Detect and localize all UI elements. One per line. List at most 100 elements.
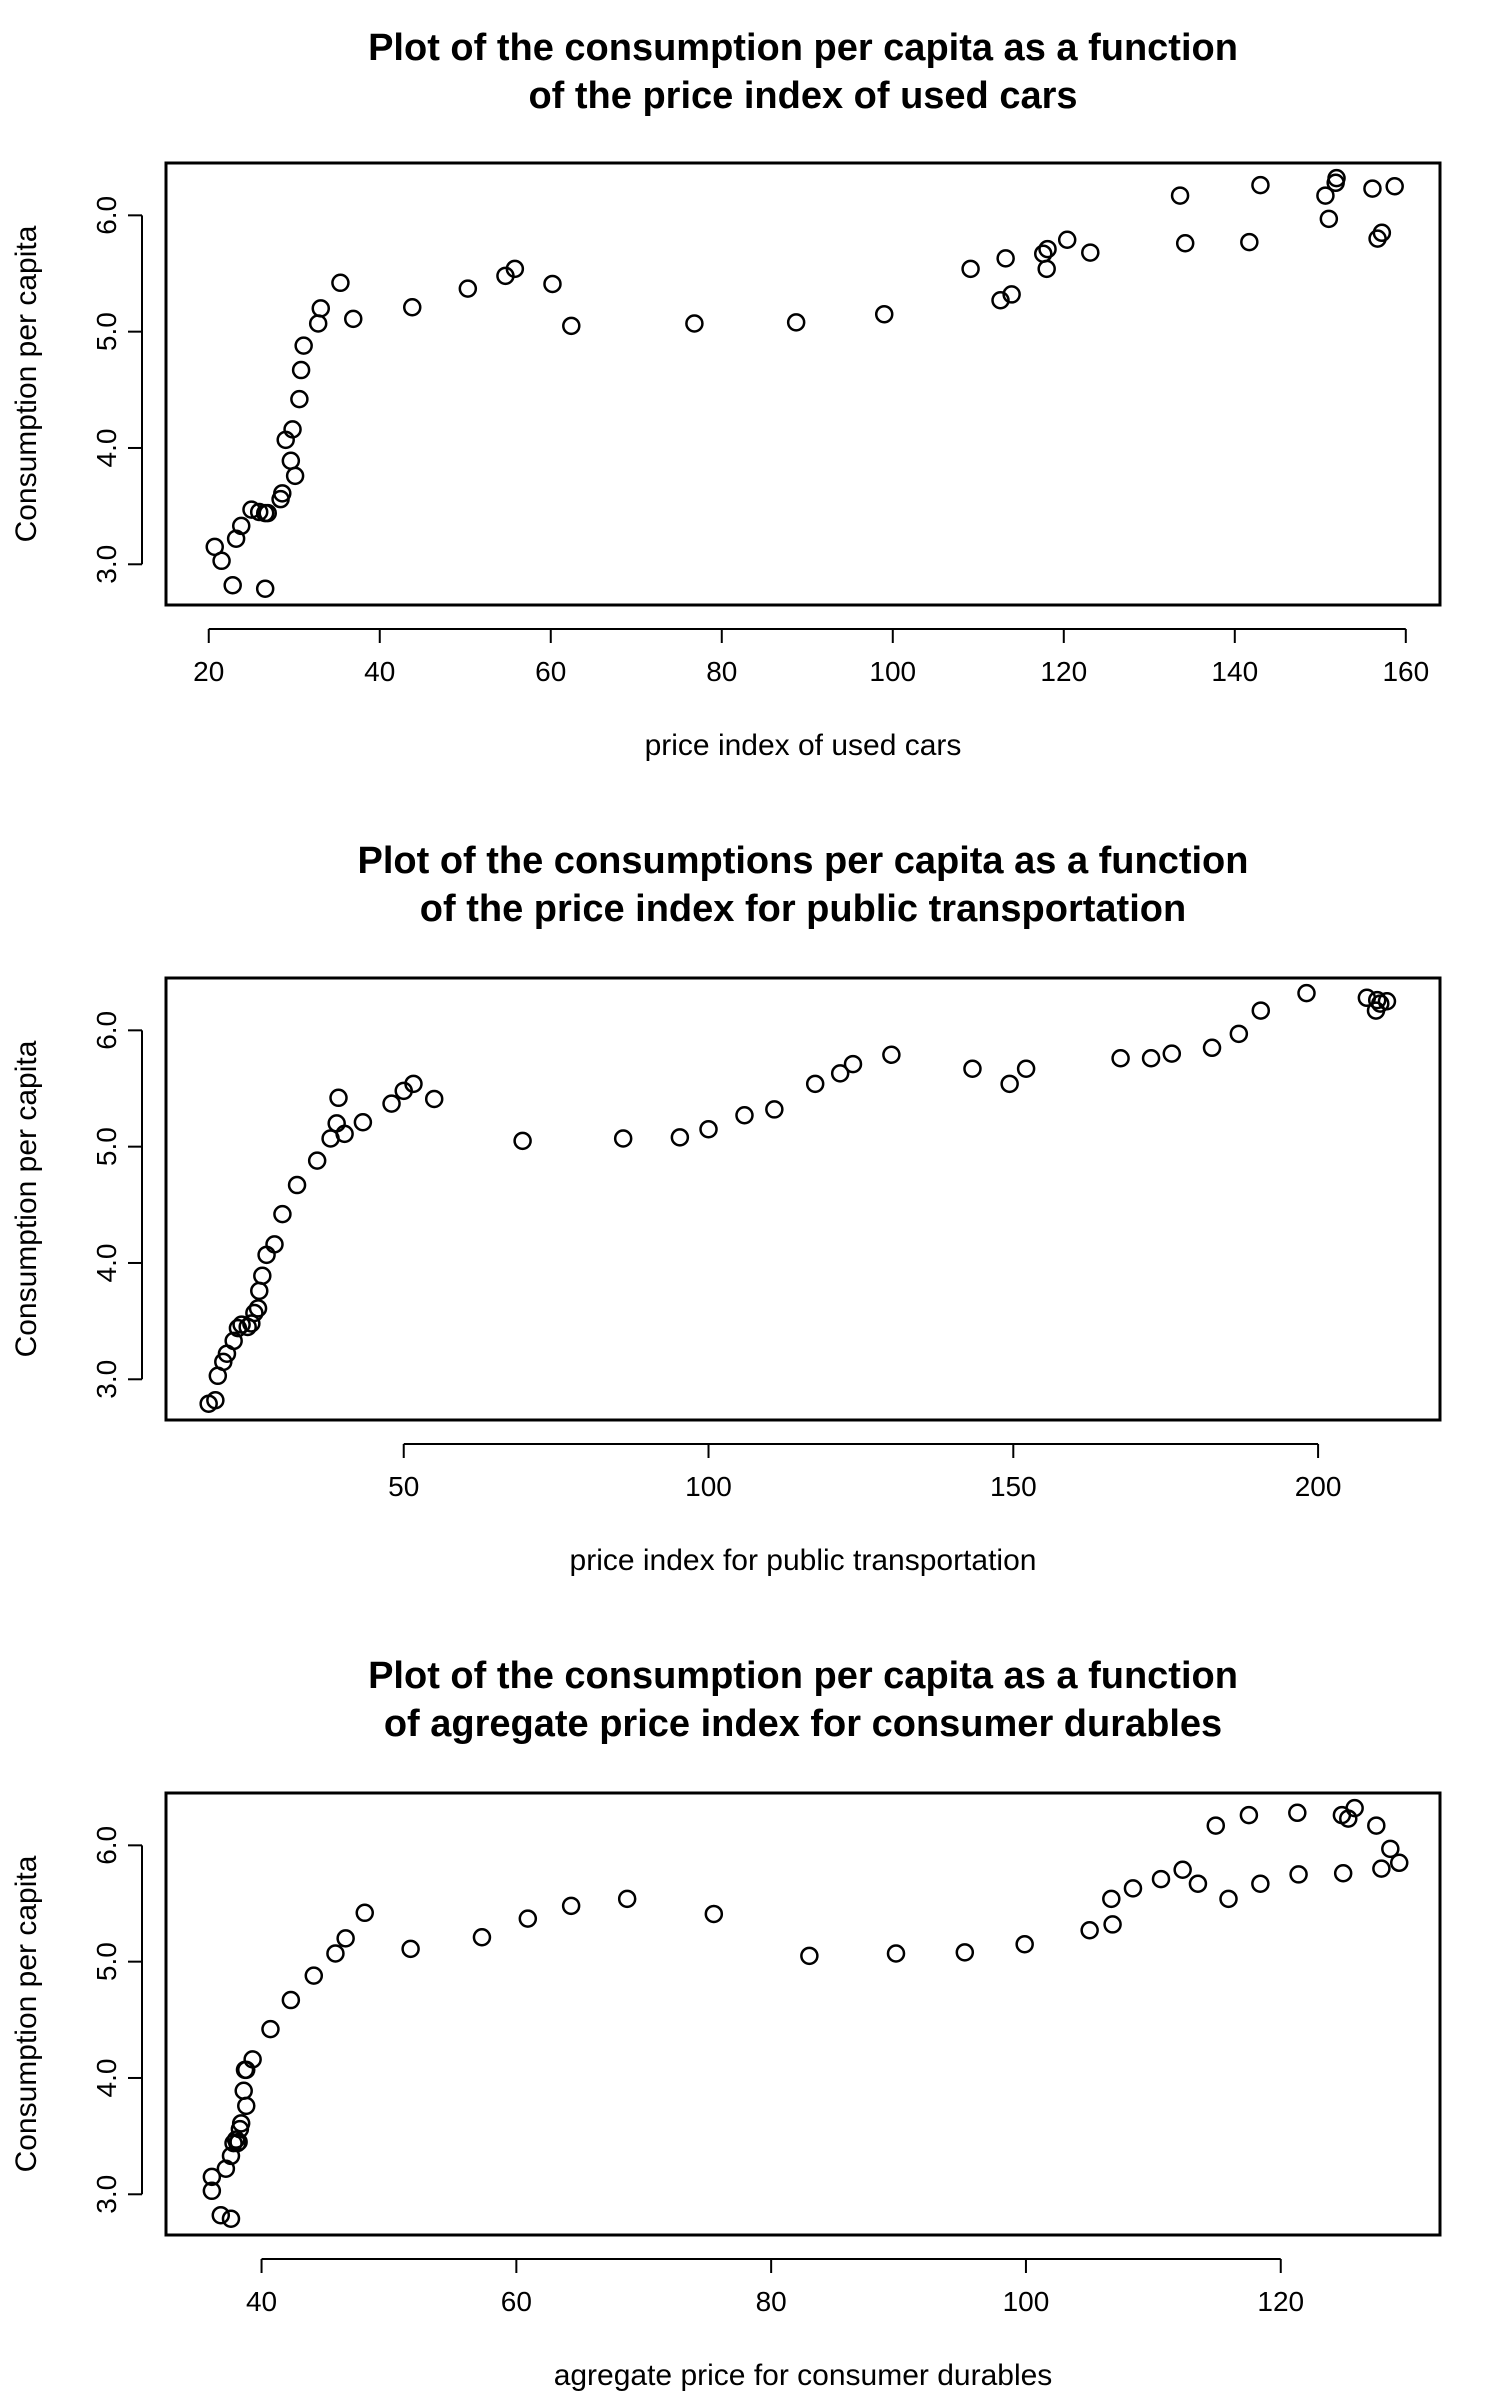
chart-2-data-point bbox=[882, 1045, 901, 1065]
chart-2-data-point bbox=[1141, 1049, 1161, 1068]
chart-3-data-point bbox=[1389, 1853, 1409, 1873]
chart-2-title-line-2: of the price index for public transporta… bbox=[420, 888, 1186, 930]
chart-3-data-point bbox=[202, 2167, 222, 2187]
chart-3-data-point bbox=[237, 2096, 256, 2116]
chart-1-data-point bbox=[1034, 244, 1053, 263]
chart-1-title-line-2: of the price index of used cars bbox=[528, 75, 1077, 117]
chart-2-data-point bbox=[1016, 1059, 1036, 1078]
chart-2-data-point bbox=[353, 1112, 373, 1132]
chart-2-data-point bbox=[273, 1204, 292, 1224]
chart-3-data-point bbox=[518, 1909, 538, 1928]
chart-1-data-point bbox=[231, 516, 251, 536]
chart-3-data-point bbox=[261, 2019, 280, 2039]
chart-3-y-tick-label: 6.0 bbox=[91, 1826, 122, 1865]
chart-1-data-point bbox=[1170, 186, 1190, 205]
chart-2-data-point bbox=[613, 1129, 633, 1148]
chart-2-y-tick-label: 4.0 bbox=[91, 1244, 122, 1283]
chart-2-data-point bbox=[329, 1088, 348, 1108]
chart-3-data-point bbox=[472, 1927, 492, 1947]
chart-2-data-point bbox=[224, 1331, 243, 1351]
chart-3-data-point bbox=[1288, 1803, 1307, 1823]
chart-1-x-tick-label: 80 bbox=[706, 656, 737, 687]
chart-1-data-point bbox=[308, 314, 328, 333]
chart-2-data-point bbox=[248, 1299, 268, 1318]
chart-1-data-point bbox=[285, 466, 305, 486]
chart-3-x-tick-label: 80 bbox=[756, 2286, 787, 2317]
chart-2-data-point bbox=[257, 1245, 276, 1265]
chart-3-x-tick-label: 40 bbox=[246, 2286, 277, 2317]
chart-1-data-point bbox=[290, 389, 309, 409]
chart-2-x-tick-label: 200 bbox=[1295, 1471, 1342, 1502]
chart-1-y-tick-label: 5.0 bbox=[91, 312, 122, 351]
chart-1-x-tick-label: 120 bbox=[1040, 656, 1087, 687]
chart-3-data-point bbox=[1333, 1864, 1353, 1883]
chart-1-x-tick-label: 40 bbox=[364, 656, 395, 687]
chart-1-x-tick-label: 140 bbox=[1211, 656, 1258, 687]
chart-2-data-point bbox=[335, 1124, 354, 1144]
chart-2-data-point bbox=[287, 1175, 307, 1195]
chart-3-data-point bbox=[1151, 1869, 1171, 1889]
chart-3-data-point bbox=[1251, 1874, 1270, 1893]
chart-2-y-tick-label: 5.0 bbox=[91, 1127, 122, 1166]
chart-1-data-point bbox=[562, 316, 581, 336]
chart-1-data-point bbox=[283, 420, 302, 439]
chart-3-data-point bbox=[1123, 1879, 1143, 1898]
chart-1-data-point bbox=[311, 299, 331, 318]
chart-3-data-point bbox=[1103, 1915, 1122, 1934]
chart-3-data-point bbox=[1173, 1860, 1192, 1880]
chart-1-data-point bbox=[344, 309, 363, 329]
chart-1-data-point bbox=[1240, 232, 1259, 252]
chart-3-data-point bbox=[704, 1904, 724, 1924]
chart-1-data-point bbox=[996, 249, 1015, 268]
chart-3-title-line-1: Plot of the consumption per capita as a … bbox=[368, 1655, 1238, 1697]
chart-3-y-tick-label: 4.0 bbox=[91, 2059, 122, 2098]
chart-1-data-point bbox=[543, 274, 562, 294]
chart-2-data-point bbox=[404, 1074, 423, 1094]
chart-1-plot-frame bbox=[164, 161, 1442, 607]
chart-3-data-point bbox=[1239, 1805, 1259, 1825]
chart-2-x-tick-label: 50 bbox=[388, 1471, 419, 1502]
chart-3-data-point bbox=[561, 1896, 581, 1916]
chart-1-data-point bbox=[1372, 223, 1392, 243]
chart-2-title-line-1: Plot of the consumptions per capita as a… bbox=[358, 840, 1249, 882]
chart-1-data-point bbox=[458, 279, 478, 298]
chart-3-y-axis-label: Consumption per capita bbox=[10, 1855, 43, 2172]
chart-1-data-point bbox=[1316, 186, 1335, 205]
chart-3-plot-frame bbox=[164, 1791, 1442, 2237]
chart-2-data-point bbox=[265, 1235, 284, 1254]
chart-2-x-tick-label: 100 bbox=[685, 1471, 732, 1502]
chart-2-data-point bbox=[206, 1390, 225, 1410]
chart-1-data-point bbox=[685, 314, 704, 333]
chart-3-data-point bbox=[617, 1889, 637, 1909]
chart-1-data-point bbox=[273, 484, 292, 503]
chart-2-data-point bbox=[1162, 1044, 1182, 1063]
chart-3-data-point bbox=[202, 2181, 222, 2201]
chart-2-data-point bbox=[424, 1089, 444, 1109]
chart-2-y-tick-label: 3.0 bbox=[91, 1360, 122, 1399]
chart-3-data-point bbox=[1102, 1889, 1121, 1909]
chart-3-data-point bbox=[221, 2209, 241, 2228]
chart-3-title-line-2: of agregate price index for consumer dur… bbox=[384, 1703, 1222, 1745]
chart-3-data-point bbox=[1188, 1874, 1208, 1893]
chart-2-data-point bbox=[327, 1114, 346, 1133]
chart-1-data-point bbox=[291, 360, 311, 380]
chart-1-data-point bbox=[281, 451, 301, 471]
chart-1-x-axis-label: price index of used cars bbox=[645, 729, 962, 762]
chart-2-data-point bbox=[1000, 1074, 1019, 1094]
chart-2-data-point bbox=[1229, 1024, 1249, 1044]
chart-1-data-point bbox=[874, 304, 894, 324]
chart-2-data-point bbox=[1251, 1001, 1271, 1020]
chart-3-data-point bbox=[1367, 1816, 1386, 1835]
chart-3-data-point bbox=[231, 2114, 251, 2133]
chart-1-x-tick-label: 60 bbox=[535, 656, 566, 687]
chart-1-data-point bbox=[961, 259, 980, 279]
chart-3-data-point bbox=[1289, 1865, 1308, 1884]
chart-2-data-point bbox=[1367, 990, 1387, 1010]
chart-2-data-point bbox=[699, 1119, 718, 1139]
chart-3-data-point bbox=[886, 1944, 906, 1963]
chart-1-y-tick-label: 3.0 bbox=[91, 545, 122, 584]
chart-1-data-point bbox=[294, 336, 313, 355]
chart-3-data-point bbox=[1381, 1839, 1400, 1859]
chart-2-data-point bbox=[1297, 983, 1316, 1003]
chart-3-data-point bbox=[401, 1939, 420, 1959]
